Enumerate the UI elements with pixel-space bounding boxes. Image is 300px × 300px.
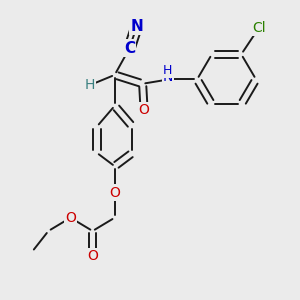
Text: O: O <box>139 103 149 117</box>
Text: Cl: Cl <box>252 21 266 35</box>
Text: O: O <box>65 211 76 225</box>
Text: O: O <box>109 186 120 200</box>
Text: O: O <box>87 249 98 263</box>
Text: N: N <box>163 70 173 84</box>
Text: H: H <box>162 64 172 77</box>
Text: C: C <box>124 41 135 56</box>
Text: N: N <box>130 19 143 34</box>
Text: H: H <box>85 78 95 92</box>
